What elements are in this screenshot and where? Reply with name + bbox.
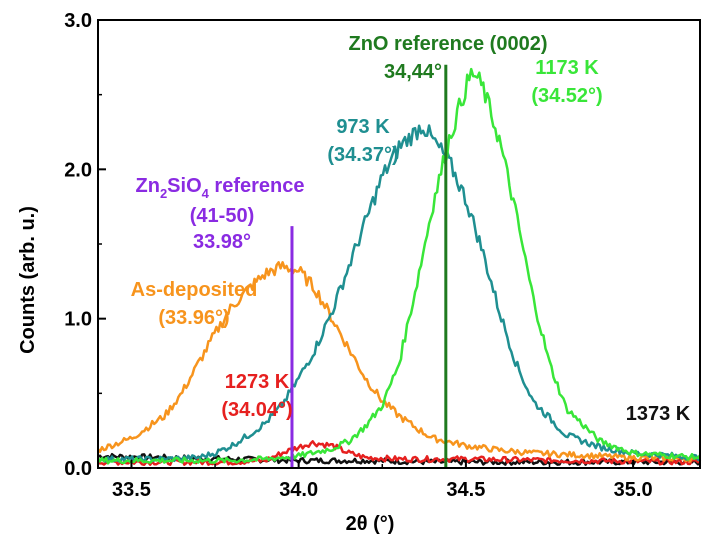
label-1273k-angle: (34.04°) (221, 399, 292, 421)
label-973k: 973 K (336, 116, 390, 138)
axis-ticks: 33.5 34.0 34.5 35.0 0.0 1.0 2.0 3.0 (64, 10, 652, 501)
y-axis-label: Counts (arb. u.) (17, 206, 39, 354)
zn2sio4-reference-code: (41-50) (190, 205, 254, 227)
plot-frame (97, 19, 701, 469)
x-tick-label: 35.0 (614, 479, 653, 501)
y-tick-label: 0.0 (64, 458, 92, 480)
reference-lines (290, 64, 448, 468)
zn2sio4-reference-angle: 33.98° (193, 231, 251, 253)
zn2sio4-reference-label: Zn2SiO4 reference (136, 175, 305, 201)
x-tick-label: 34.5 (446, 479, 485, 501)
label-1173k: 1173 K (535, 57, 599, 79)
series-layer (96, 67, 702, 467)
label-1373k: 1373 K (626, 403, 691, 425)
x-axis-label: 2θ (°) (346, 513, 395, 535)
series-973-k (97, 124, 701, 464)
y-tick-label: 2.0 (64, 159, 92, 181)
series-as-deposited (96, 261, 702, 463)
zno-reference-label: ZnO reference (0002) (349, 33, 548, 55)
label-as-deposited: As-deposited (131, 279, 258, 301)
x-tick-label: 33.5 (112, 479, 151, 501)
series-1173-k (96, 67, 701, 465)
label-1273k: 1273 K (225, 371, 290, 393)
x-tick-label: 34.0 (279, 479, 318, 501)
label-as-deposited-angle: (33.96°) (158, 307, 229, 329)
zno-reference-angle: 34,44° (384, 61, 442, 83)
label-973k-angle: (34.37°) (327, 144, 398, 166)
series-1273-k (97, 440, 701, 467)
y-tick-label: 3.0 (64, 10, 92, 32)
label-1173k-angle: (34.52°) (531, 85, 602, 107)
y-tick-label: 1.0 (64, 309, 92, 331)
